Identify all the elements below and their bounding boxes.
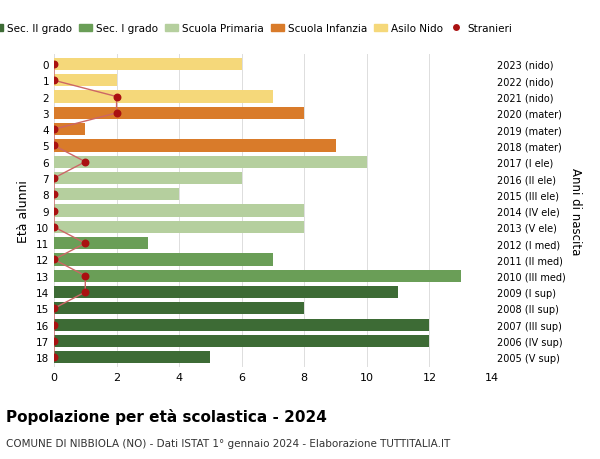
Point [80, 289, 90, 296]
Text: COMUNE DI NIBBIOLA (NO) - Dati ISTAT 1° gennaio 2024 - Elaborazione TUTTITALIA.I: COMUNE DI NIBBIOLA (NO) - Dati ISTAT 1° … [6, 438, 450, 448]
Point [49, 175, 59, 182]
Point [49, 126, 59, 134]
Point [112, 110, 121, 117]
Point [49, 207, 59, 215]
Bar [54, 254, 273, 266]
Bar [54, 270, 461, 282]
Bar [54, 286, 398, 298]
Point [49, 78, 59, 85]
Bar [54, 173, 242, 185]
Bar [54, 124, 85, 136]
Bar [54, 156, 367, 168]
Legend: Sec. II grado, Sec. I grado, Scuola Primaria, Scuola Infanzia, Asilo Nido, Stran: Sec. II grado, Sec. I grado, Scuola Prim… [0, 20, 516, 38]
Point [49, 354, 59, 361]
Bar [54, 91, 273, 103]
Bar [54, 189, 179, 201]
Bar [54, 319, 430, 331]
Point [49, 191, 59, 199]
Text: Popolazione per età scolastica - 2024: Popolazione per età scolastica - 2024 [6, 409, 327, 425]
Point [112, 94, 121, 101]
Bar [54, 59, 242, 71]
Bar [54, 75, 116, 87]
Bar [54, 238, 148, 250]
Point [49, 321, 59, 329]
Point [49, 256, 59, 263]
Point [49, 142, 59, 150]
Bar [54, 205, 304, 217]
Bar [54, 335, 430, 347]
Y-axis label: Età alunni: Età alunni [17, 180, 31, 242]
Bar [54, 302, 304, 315]
Point [80, 240, 90, 247]
Point [49, 61, 59, 68]
Bar [54, 107, 304, 120]
Bar [54, 140, 335, 152]
Y-axis label: Anni di nascita: Anni di nascita [569, 168, 582, 255]
Point [49, 337, 59, 345]
Bar [54, 221, 304, 234]
Point [49, 305, 59, 312]
Point [80, 273, 90, 280]
Point [49, 224, 59, 231]
Bar [54, 351, 211, 364]
Point [80, 159, 90, 166]
